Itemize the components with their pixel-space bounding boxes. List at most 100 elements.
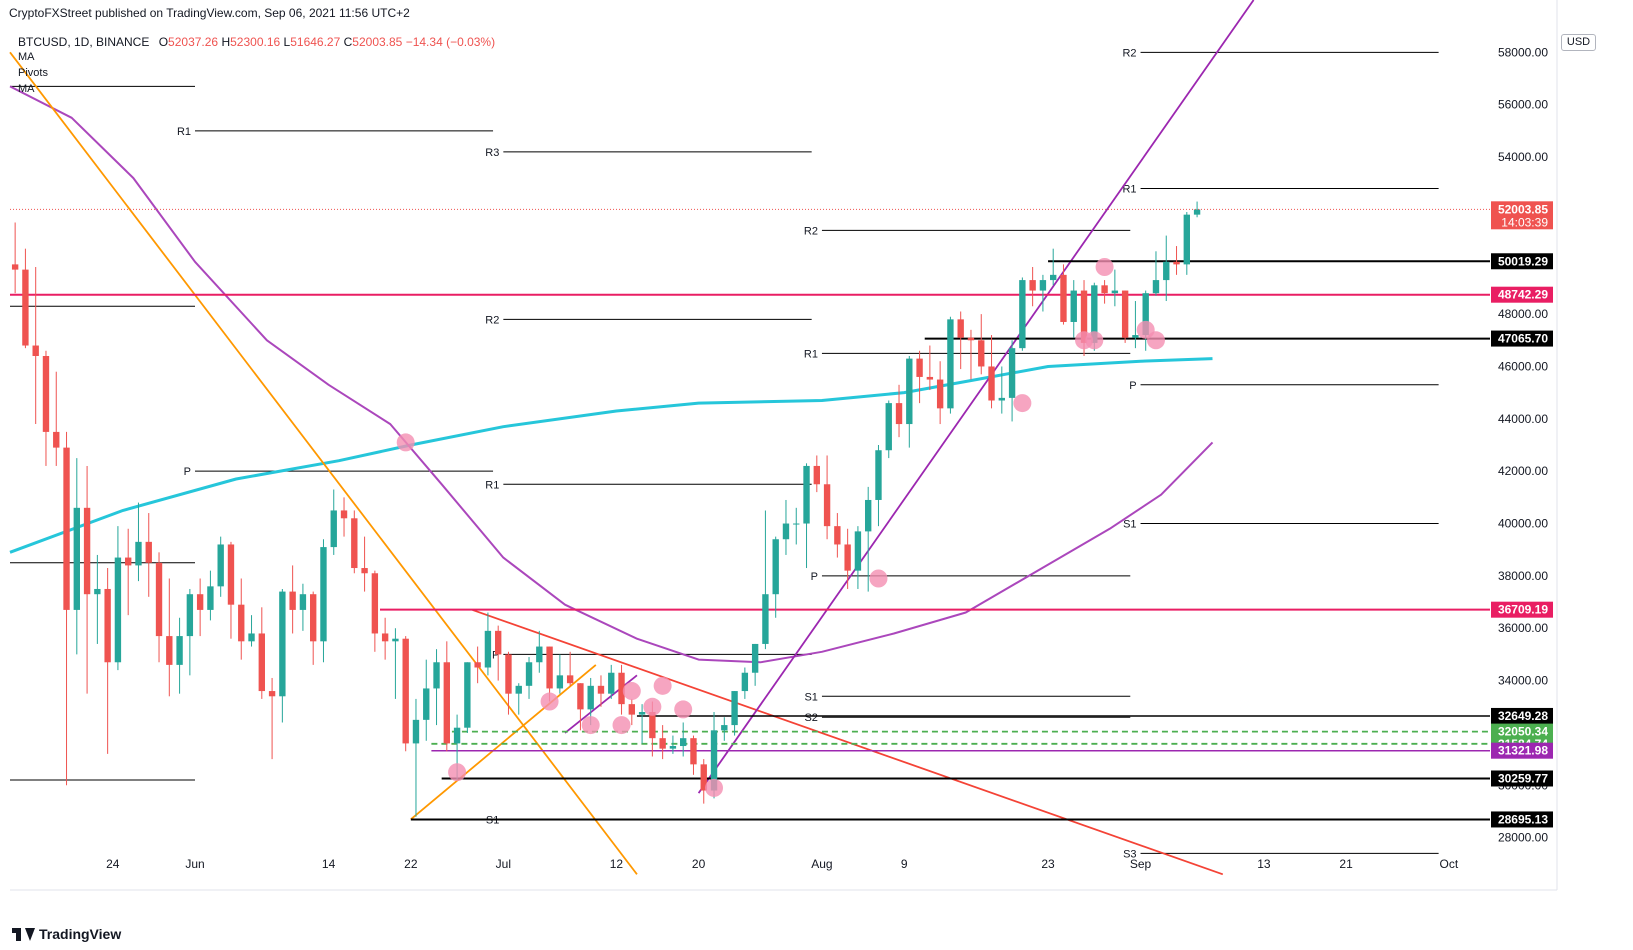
tradingview-logo[interactable]: TradingView — [12, 926, 121, 942]
candle — [628, 698, 635, 726]
price-label: 47065.70 — [1491, 330, 1553, 347]
candle-body — [495, 630, 502, 655]
candle — [42, 350, 50, 466]
candle-body — [32, 345, 39, 356]
symbol-name[interactable]: BTCUSD, 1D, BINANCE — [18, 35, 150, 49]
candle-body — [834, 526, 841, 545]
candle — [176, 617, 183, 694]
touch-marker — [1013, 394, 1032, 413]
candle — [967, 329, 975, 380]
candle-body — [145, 541, 152, 563]
candle — [608, 664, 615, 699]
candle-body — [289, 591, 296, 610]
candle — [135, 502, 142, 582]
pivot-label: R2 — [804, 225, 818, 237]
price-label-box — [1491, 742, 1553, 759]
ohlc-close-label: C — [343, 35, 353, 49]
candle-body — [248, 633, 255, 642]
candle — [412, 698, 420, 817]
touch-marker — [396, 433, 415, 452]
candle-body — [936, 379, 944, 409]
candle — [310, 591, 317, 665]
trendlines — [9, 0, 1490, 876]
candle — [1163, 235, 1170, 302]
candle-body — [196, 594, 204, 610]
time-tick-label: 21 — [1339, 857, 1353, 871]
price-label-text: 36709.19 — [1498, 603, 1548, 617]
candle — [22, 248, 29, 349]
candle — [597, 675, 605, 707]
candle-body — [299, 594, 307, 610]
candle — [515, 683, 522, 715]
ohlc-high: 52300.16 — [230, 35, 281, 49]
candle — [227, 541, 235, 639]
candle — [125, 528, 132, 616]
price-tick-label: 48000.00 — [1498, 307, 1548, 321]
candle — [844, 528, 851, 589]
time-tick-label: 12 — [610, 857, 624, 871]
candle — [1050, 248, 1057, 286]
candle — [433, 649, 440, 726]
candle-body — [1111, 290, 1119, 294]
candle — [289, 565, 296, 634]
candle-body — [402, 638, 409, 744]
candle-body — [371, 573, 379, 634]
candle-body — [916, 358, 923, 377]
indicator-ma-1[interactable]: MA — [18, 51, 35, 63]
touch-marker — [448, 763, 467, 782]
candle — [690, 735, 697, 775]
candle-body — [865, 499, 872, 532]
price-label-text: 32649.28 — [1498, 709, 1548, 723]
candle — [155, 552, 163, 663]
candle-body — [135, 541, 142, 566]
candle — [268, 677, 276, 760]
candle-body — [546, 646, 553, 689]
candle-body — [258, 633, 265, 692]
candle — [1019, 277, 1026, 351]
candle — [741, 667, 749, 699]
candle-body — [217, 544, 224, 587]
candle-body — [536, 646, 543, 663]
candle — [1183, 212, 1190, 275]
ohlc-low-label: L — [283, 35, 291, 49]
candle-body — [1152, 280, 1160, 294]
indicator-pivots[interactable]: Pivots — [18, 67, 48, 79]
ma-50-line — [9, 85, 1214, 664]
candle-body — [1121, 290, 1129, 338]
touch-marker — [1146, 331, 1165, 350]
candle-body — [895, 403, 903, 425]
candle — [978, 314, 985, 375]
candle — [484, 612, 492, 676]
candle — [1111, 269, 1119, 307]
candle — [474, 646, 481, 684]
time-tick-label: Jun — [185, 857, 204, 871]
pivot-label: P — [492, 649, 499, 661]
candle — [546, 646, 553, 702]
candle — [936, 361, 944, 425]
candle — [803, 463, 810, 569]
candle-body — [11, 264, 19, 270]
candle-body — [63, 447, 70, 610]
touch-marker — [581, 716, 600, 735]
candle — [371, 570, 379, 652]
pivot-label: R2 — [485, 314, 499, 326]
candle — [823, 455, 831, 540]
candle — [423, 659, 430, 741]
candle — [166, 578, 173, 697]
candle-body — [505, 654, 512, 694]
candle — [1142, 290, 1149, 351]
indicator-ma-2[interactable]: MA — [18, 83, 35, 95]
time-axis[interactable]: 24 Jun 14 22 Jul 12 20 Aug 9 23 Sep 13 21 Oct — [106, 857, 1459, 871]
candle-body — [1008, 348, 1016, 398]
candle — [217, 536, 224, 597]
price-tick-label: 38000.00 — [1498, 569, 1548, 583]
candle — [813, 455, 820, 493]
time-tick-label: 23 — [1041, 857, 1055, 871]
candle — [73, 458, 80, 655]
currency-button[interactable]: USD — [1561, 34, 1596, 51]
candle-body — [104, 588, 111, 663]
price-label-text: 50019.29 — [1498, 254, 1548, 268]
candle-body — [731, 691, 738, 726]
